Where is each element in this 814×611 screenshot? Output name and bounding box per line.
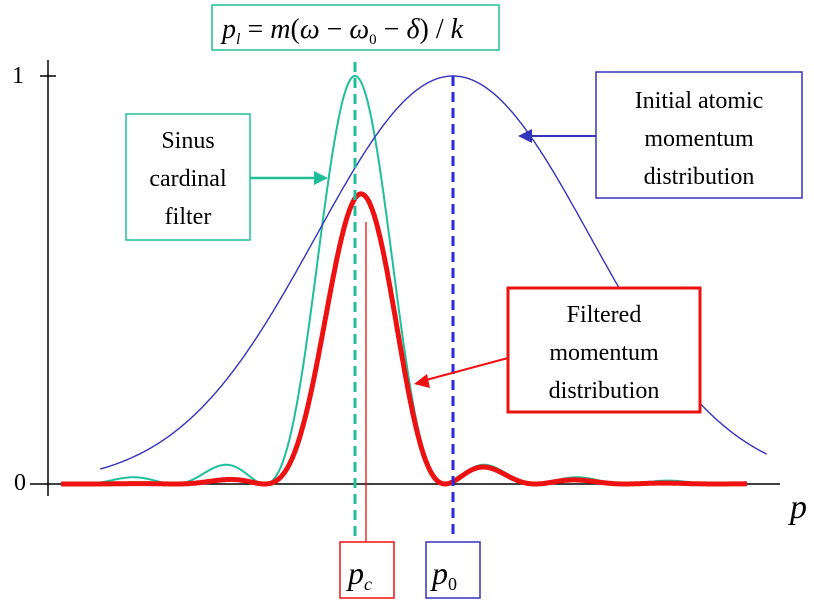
formula-box [211,4,500,51]
sinc-label-line3: filter [165,204,212,230]
filtered-label-line1: Filtered [567,302,642,328]
filtered-arrow-line [425,357,509,381]
y-tick-label-0: 0 [14,470,26,496]
p0-label: p0 [430,555,457,594]
p0-box [425,541,481,599]
sinc-arrow-head [314,171,328,185]
filtered-arrow-head [414,374,430,388]
filtered-label-box [506,286,702,414]
sinc-label-line1: Sinus [161,128,214,154]
pc-box [339,541,395,599]
x-axis-label: p [788,489,807,526]
sinc-label-box [125,113,251,241]
y-tick-label-1: 1 [12,63,24,89]
initial-arrow-head [518,129,532,143]
filtered-label-line3: distribution [549,378,660,404]
pc-label: pc [346,555,372,594]
initial-label-line1: Initial atomic [635,88,764,114]
initial-label-box [595,71,803,199]
formula-text: pl = m(ω − ω0 − δ) / k [220,14,464,48]
initial-label-line2: momentum [644,126,754,152]
initial-label-line3: distribution [644,164,755,190]
sinc-label-line2: cardinal [149,166,227,192]
filtered-distribution-curve [59,191,749,487]
filtered-label-line2: momentum [549,340,659,366]
